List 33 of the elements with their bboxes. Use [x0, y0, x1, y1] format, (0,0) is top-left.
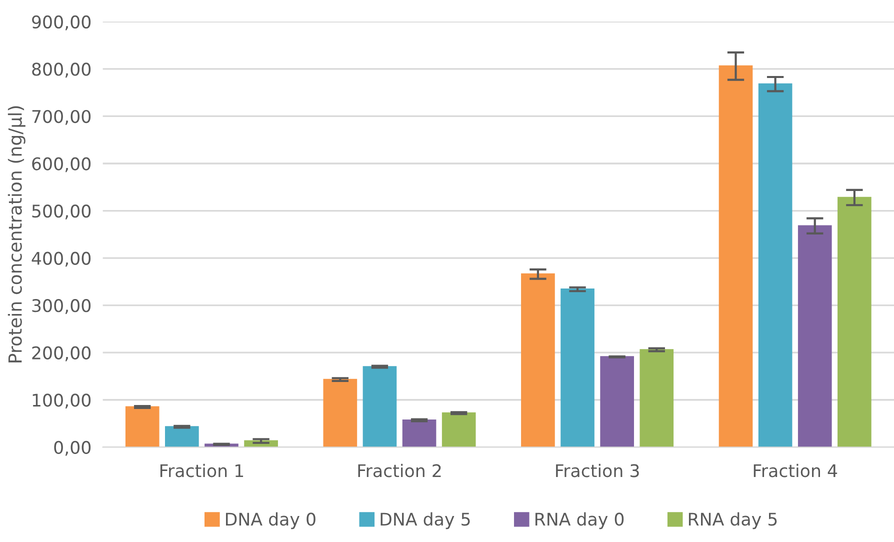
bar [560, 288, 594, 448]
bar [521, 273, 555, 448]
x-tick-label: Fraction 4 [754, 464, 838, 478]
bar [442, 412, 476, 448]
y-tick-label: 100,00 [32, 394, 91, 408]
bar [718, 65, 753, 448]
bar [165, 426, 199, 448]
y-tick-label: 200,00 [32, 346, 91, 362]
bar [798, 225, 832, 448]
bar [600, 356, 634, 448]
legend-label: RNA day 0 [536, 512, 624, 530]
x-tick-label: Fraction 2 [358, 464, 441, 478]
y-tick-label: 300,00 [32, 299, 91, 314]
y-tick-label: 900,00 [32, 15, 91, 30]
bar [640, 349, 674, 448]
legend-label: DNA day 5 [380, 512, 470, 530]
y-axis-title: Protein concentration (ng/µl) [8, 106, 26, 362]
legend-label: DNA day 0 [226, 512, 316, 530]
bar [402, 420, 436, 448]
bar [362, 366, 397, 448]
x-tick-label: Fraction 1 [160, 464, 244, 478]
bar [323, 378, 358, 448]
y-tick-label: 0,00 [54, 440, 91, 456]
y-tick-label: 800,00 [32, 62, 91, 78]
y-tick-label: 700,00 [32, 110, 91, 125]
bar [838, 196, 872, 448]
x-tick-label: Fraction 3 [556, 464, 639, 478]
y-tick-label: 500,00 [32, 204, 91, 220]
bar [125, 406, 160, 448]
legend-label: RNA day 5 [688, 512, 777, 530]
y-tick-label: 400,00 [32, 252, 91, 267]
bar [758, 83, 792, 448]
y-tick-label: 600,00 [32, 157, 91, 172]
